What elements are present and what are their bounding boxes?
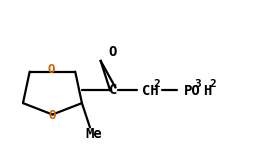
Text: O: O (109, 45, 117, 59)
Text: CH: CH (142, 84, 159, 98)
Text: O: O (49, 109, 56, 122)
Text: Me: Me (86, 127, 102, 141)
Text: PO: PO (184, 84, 200, 98)
Text: 2: 2 (209, 79, 216, 89)
Text: H: H (203, 84, 211, 98)
Text: O: O (48, 63, 56, 76)
Text: 3: 3 (194, 79, 201, 89)
Text: 2: 2 (153, 79, 160, 89)
Text: C: C (109, 83, 117, 97)
